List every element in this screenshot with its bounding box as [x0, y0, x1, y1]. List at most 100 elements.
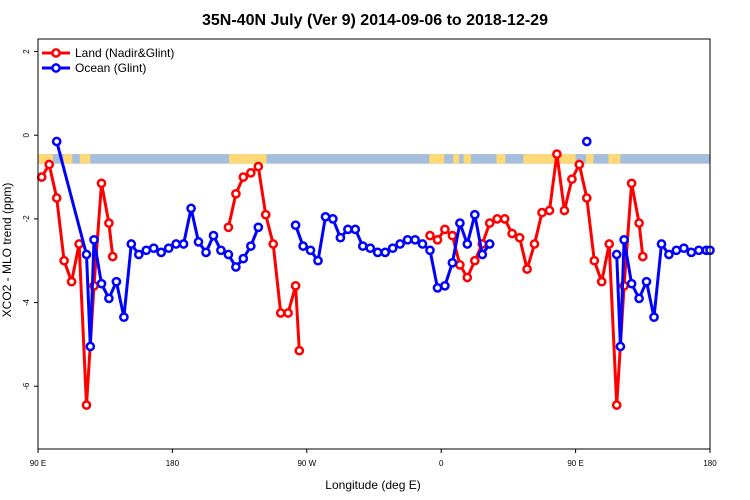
x-tick-label: 90 E [30, 459, 46, 468]
data-point [238, 253, 249, 264]
data-point [104, 293, 114, 304]
data-point [148, 243, 159, 254]
data-point [641, 276, 652, 287]
x-tick-label: 90 W [297, 459, 316, 468]
data-point [365, 243, 376, 254]
legend-entry: Land (Nadir&Glint) [75, 46, 174, 60]
data-point [283, 308, 293, 318]
data-point [581, 136, 592, 147]
data-point [514, 232, 525, 243]
data-point [693, 245, 704, 256]
data-point [156, 247, 167, 258]
data-point [440, 280, 450, 291]
series-line [55, 141, 260, 348]
land-band-segment [496, 154, 506, 164]
chart-title: 35N-40N July (Ver 9) 2014-09-06 to 2018-… [202, 12, 548, 29]
y-tick-label: 0 [22, 132, 31, 137]
data-point [238, 172, 249, 182]
data-point [649, 312, 659, 323]
x-tick-label: 90 E [567, 459, 583, 468]
data-point [357, 241, 368, 251]
data-point [671, 245, 682, 256]
axes: 90 E 180 90 W 0 90 E 180 2 0 -2 -4 -6 [22, 49, 717, 468]
x-tick-label: 180 [166, 459, 180, 468]
data-point [245, 241, 256, 251]
data-point [589, 255, 600, 266]
data-point [51, 193, 62, 203]
data-point [66, 276, 77, 287]
data-point [492, 214, 503, 224]
series-land [36, 149, 648, 410]
data-point [664, 249, 674, 260]
plot-frame [37, 38, 711, 450]
data-point [410, 234, 420, 245]
data-point [425, 245, 435, 256]
x-tick-label: 180 [703, 459, 717, 468]
data-point [529, 239, 540, 249]
data-point [36, 172, 47, 182]
data-point [260, 209, 271, 220]
data-point [268, 239, 279, 249]
data-point [193, 237, 204, 247]
data-point [507, 228, 517, 239]
data-point [81, 249, 92, 260]
data-point [387, 243, 398, 254]
data-point [107, 251, 118, 262]
data-point [559, 205, 570, 216]
data-point [469, 209, 480, 220]
data-point [178, 239, 189, 249]
data-point [432, 283, 443, 293]
data-point [208, 230, 219, 241]
data-point [275, 308, 286, 318]
legend-swatch-marker [51, 48, 61, 58]
data-point [499, 214, 510, 224]
data-point [447, 257, 458, 268]
data-point [96, 278, 107, 289]
data-point [163, 243, 174, 254]
series-line [615, 238, 710, 348]
data-point [294, 345, 305, 356]
data-point [216, 245, 226, 256]
data-point [484, 218, 495, 228]
land-band-segment [63, 154, 73, 164]
data-point [574, 159, 585, 170]
y-tick-label: -6 [22, 382, 31, 390]
data-point [402, 234, 413, 245]
data-point [686, 247, 697, 258]
data-point [619, 234, 629, 245]
data-point [335, 232, 346, 243]
legend: Land (Nadir&Glint)Ocean (Glint) [42, 46, 174, 75]
y-axis-label: XCO2 - MLO trend (ppm) [0, 183, 14, 318]
data-point [231, 188, 241, 199]
data-point [223, 249, 234, 260]
data-point [119, 312, 129, 323]
land-band-segment [79, 154, 91, 164]
series-ocean [51, 136, 715, 352]
data-point [343, 224, 353, 235]
x-axis-label: Longitude (deg E) [325, 478, 420, 492]
data-point [634, 218, 644, 228]
data-point [51, 136, 62, 147]
data-point [440, 224, 450, 235]
data-point [81, 400, 92, 410]
data-point [462, 272, 473, 283]
land-band-segment [523, 154, 576, 164]
y-tick-label: 2 [22, 49, 31, 54]
data-point [484, 239, 495, 249]
data-point [380, 247, 391, 258]
data-point [141, 245, 152, 256]
data-point [395, 239, 405, 249]
data-point [201, 247, 211, 258]
data-point [679, 243, 689, 254]
data-point [290, 220, 301, 231]
data-point [89, 234, 99, 245]
ocean-band [38, 154, 710, 164]
data-point [253, 161, 264, 172]
data-point [626, 178, 637, 189]
data-point [298, 241, 308, 251]
data-point [447, 230, 458, 241]
data-point [522, 264, 532, 274]
data-point [462, 239, 473, 249]
data-point [656, 239, 667, 249]
